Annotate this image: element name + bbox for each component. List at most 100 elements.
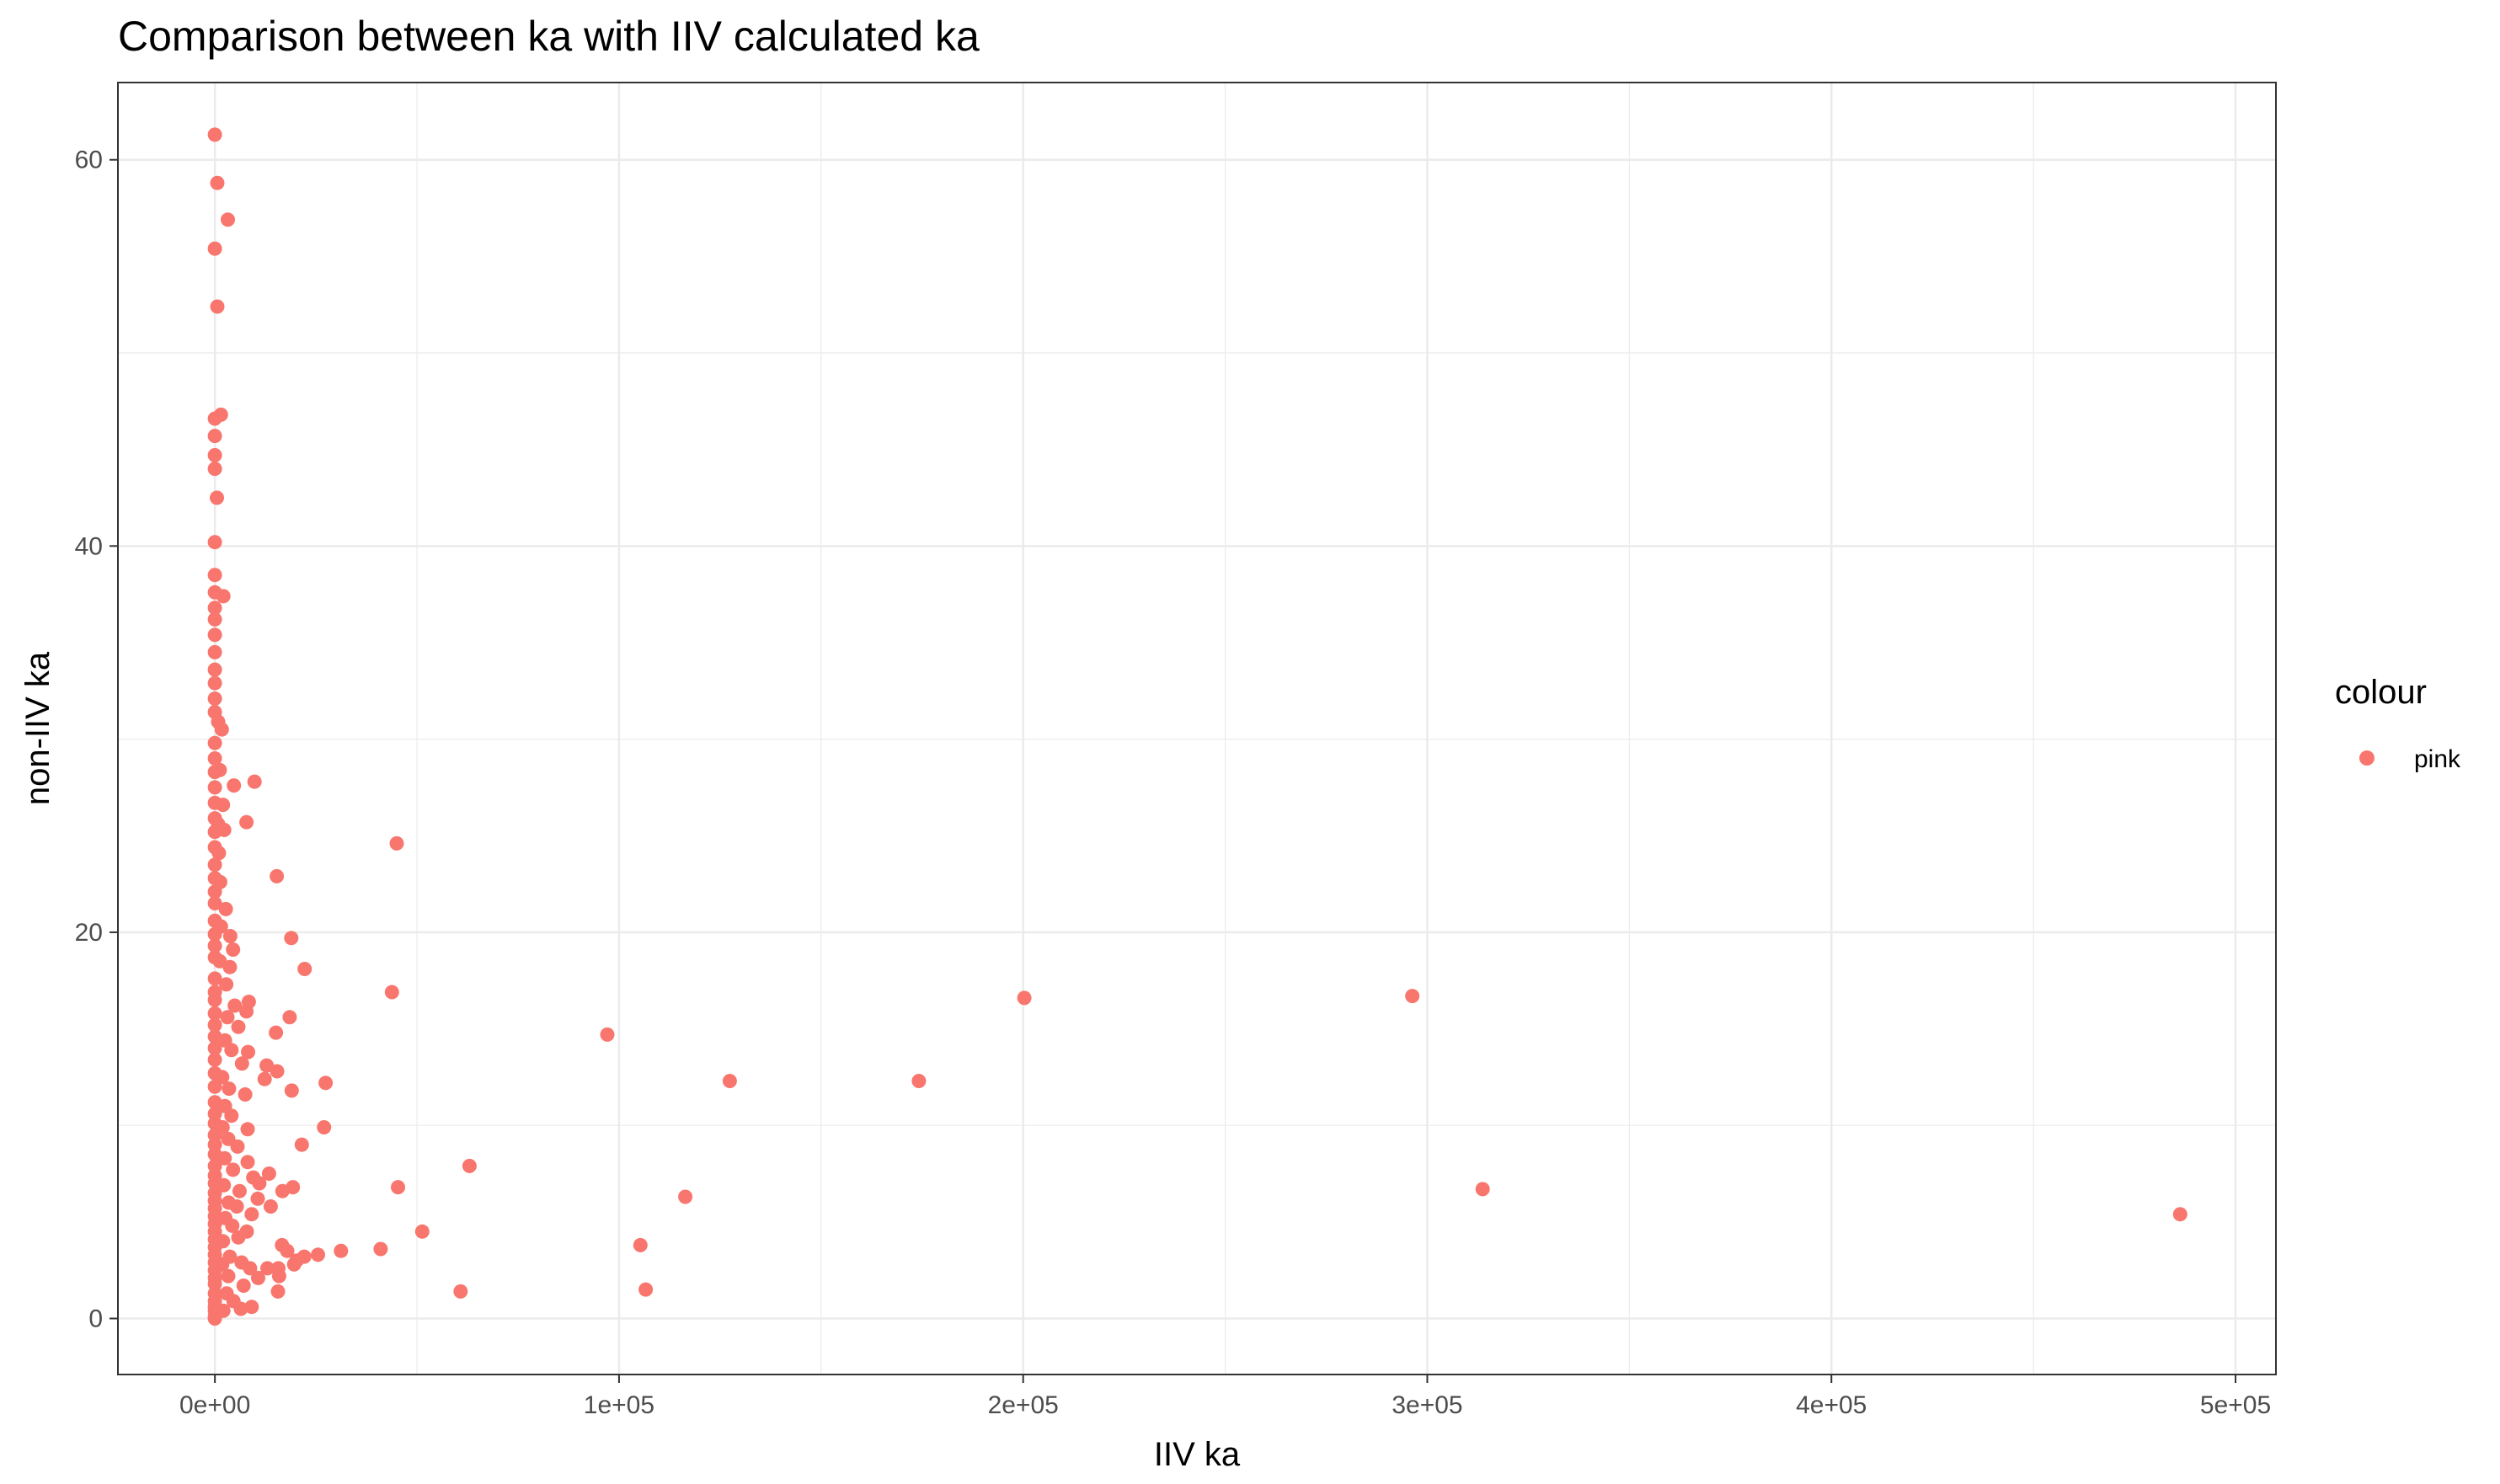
data-point: [240, 1122, 255, 1137]
data-point: [373, 1241, 388, 1257]
data-point: [280, 1243, 295, 1258]
data-point: [229, 1199, 244, 1214]
data-point: [207, 675, 222, 691]
data-point: [207, 884, 222, 899]
data-point: [389, 835, 404, 851]
data-point: [239, 1004, 254, 1019]
data-point: [240, 1155, 255, 1170]
data-point: [214, 722, 229, 737]
data-point: [225, 1218, 240, 1233]
y-tick-label: 20: [75, 919, 103, 947]
data-point: [210, 490, 224, 505]
x-axis-ticks: 0e+00 1e+05 2e+05 3e+05 4e+05 5e+05: [179, 1375, 2271, 1419]
data-point: [250, 1191, 265, 1206]
data-point: [207, 938, 222, 953]
data-point: [318, 1076, 334, 1091]
data-point: [207, 462, 222, 477]
data-point: [207, 691, 222, 706]
data-point: [207, 644, 222, 659]
data-point: [244, 1207, 259, 1222]
data-point: [231, 1230, 246, 1245]
data-point: [334, 1243, 349, 1258]
legend: colour pink: [2335, 674, 2461, 773]
data-point: [261, 1166, 276, 1181]
x-tick-label: 2e+05: [988, 1391, 1059, 1419]
data-point: [286, 1257, 302, 1272]
data-point: [210, 175, 225, 190]
data-point: [453, 1284, 468, 1299]
y-tick-label: 40: [75, 532, 103, 560]
data-point: [257, 1071, 272, 1086]
data-point: [222, 1081, 237, 1097]
data-point: [284, 1083, 299, 1098]
data-point: [207, 992, 222, 1007]
data-point: [722, 1074, 737, 1088]
data-point: [216, 822, 232, 837]
data-point: [236, 1278, 251, 1293]
data-point: [600, 1027, 615, 1042]
legend-label-pink: pink: [2414, 745, 2461, 773]
data-point: [230, 1139, 245, 1154]
data-point: [282, 1010, 297, 1025]
data-point: [238, 1087, 253, 1102]
data-point: [220, 1010, 235, 1025]
y-axis-title: non-IIV ka: [19, 651, 56, 805]
data-point: [207, 1006, 222, 1021]
data-point: [207, 780, 222, 795]
x-tick-label: 5e+05: [2200, 1391, 2271, 1419]
x-tick-label: 1e+05: [584, 1391, 654, 1419]
data-point: [207, 1041, 222, 1055]
data-point: [1017, 990, 1032, 1006]
data-point: [207, 1311, 222, 1326]
data-point: [207, 735, 222, 750]
y-axis-ticks: 0 20 40 60: [75, 147, 118, 1333]
data-point: [294, 1137, 309, 1152]
data-point: [207, 1079, 222, 1094]
data-point: [234, 1056, 249, 1071]
data-point: [207, 429, 222, 444]
data-point: [271, 1268, 286, 1284]
data-point: [1405, 989, 1420, 1004]
data-point: [226, 1162, 241, 1177]
data-point: [216, 798, 231, 813]
data-point: [259, 1058, 275, 1073]
data-point: [207, 448, 222, 462]
data-point: [224, 1108, 239, 1124]
data-point: [207, 926, 222, 942]
data-point: [219, 977, 234, 992]
data-point: [226, 942, 241, 957]
data-point: [270, 868, 285, 883]
data-point: [213, 407, 228, 422]
data-point: [222, 929, 238, 943]
data-point: [638, 1282, 654, 1297]
data-point: [210, 299, 225, 314]
data-point: [227, 778, 242, 793]
data-point: [275, 1183, 290, 1198]
data-point: [207, 1017, 222, 1033]
data-point: [678, 1189, 693, 1204]
data-point: [239, 814, 254, 830]
data-point: [233, 1301, 248, 1316]
data-points: [207, 127, 2188, 1326]
x-tick-label: 4e+05: [1796, 1391, 1867, 1419]
data-point: [911, 1074, 927, 1088]
data-point: [252, 1176, 267, 1191]
data-point: [247, 774, 262, 789]
grid-minor: [118, 83, 2276, 1375]
data-point: [207, 241, 222, 256]
chart-title: Comparison between ka with IIV calculate…: [118, 13, 980, 60]
data-point: [207, 611, 222, 627]
data-point: [232, 1183, 247, 1198]
data-point: [311, 1247, 325, 1262]
data-point: [207, 857, 222, 873]
y-tick-label: 0: [88, 1305, 103, 1333]
data-point: [284, 931, 299, 946]
y-tick-label: 60: [75, 147, 103, 174]
data-point: [207, 662, 222, 677]
data-point: [207, 971, 222, 986]
data-point: [207, 535, 222, 550]
data-point: [270, 1284, 286, 1299]
data-point: [633, 1237, 648, 1252]
data-point: [222, 959, 238, 974]
legend-key-pink: [2359, 750, 2374, 766]
